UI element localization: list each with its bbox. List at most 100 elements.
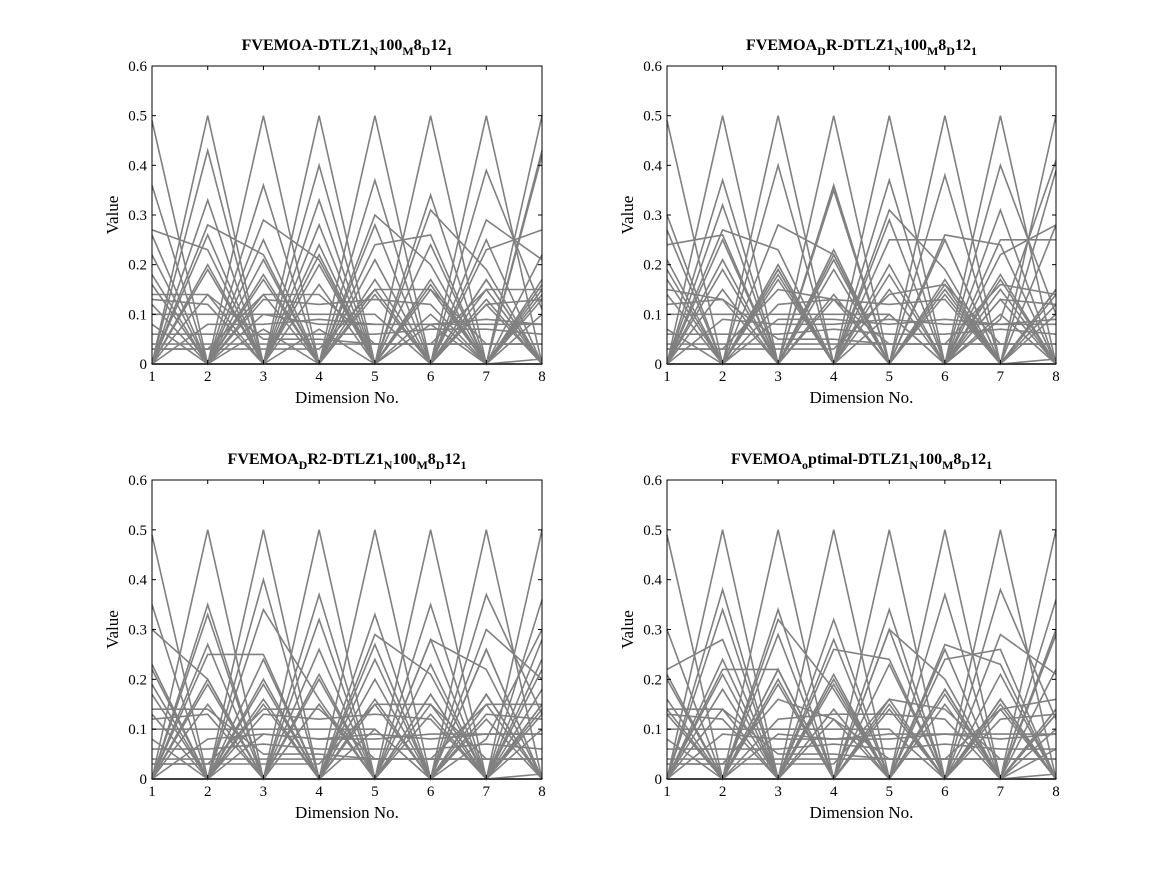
chart-2-x-tick-label-1: 1	[663, 369, 671, 385]
chart-1-x-tick-label-7: 7	[483, 369, 491, 385]
chart-4-x-tick-label-6: 6	[941, 784, 949, 800]
chart-3-x-tick-label-3: 3	[260, 784, 268, 800]
chart-1-y-tick-label-4: 0.4	[128, 158, 147, 174]
chart-3-y-tick-label-2: 0.2	[128, 672, 147, 688]
chart-1-y-tick-label-0: 0	[140, 357, 148, 373]
chart-4-title-part-2: o	[802, 458, 808, 472]
chart-3-title: FVEMOADR2-DTLZ1N100M8D121	[228, 451, 467, 472]
chart-2-title-part-8: D	[946, 44, 955, 58]
chart-3-series-line-44	[152, 713, 542, 780]
chart-1-series-line-37	[151, 318, 543, 365]
chart-1-title-part-7: 12	[430, 37, 446, 54]
chart-3-title-part-6: M	[416, 458, 427, 472]
chart-1-title-part-6: D	[422, 44, 431, 58]
chart-3-series-line-48	[152, 703, 542, 765]
chart-3-title-part-4: N	[384, 458, 393, 472]
chart-3-series-line-45	[152, 703, 542, 760]
chart-1-title-part-5: 8	[414, 37, 422, 54]
chart-3-y-tick-label-6: 0.6	[128, 473, 147, 489]
chart-4-x-tick-label-1: 1	[663, 784, 671, 800]
chart-4-title-part-1: FVEMOA	[731, 451, 803, 468]
chart-1-series-line-44	[152, 298, 542, 365]
chart-2-title-part-2: D	[817, 44, 826, 58]
chart-2-x-tick-label-5: 5	[886, 369, 894, 385]
chart-4-title-part-3: ptimal-DTLZ1	[808, 451, 909, 468]
chart-4-series-line-44	[667, 713, 1056, 780]
chart-2-series-line-44	[667, 298, 1056, 365]
chart-3-y-tick-label-5: 0.5	[128, 523, 147, 539]
chart-4-x-tick-label-8: 8	[1052, 784, 1060, 800]
chart-4-y-tick-label-4: 0.4	[643, 573, 662, 589]
chart-1-title: FVEMOA-DTLZ1N100M8D121	[242, 37, 453, 58]
chart-2-title-part-3: R-DTLZ1	[826, 37, 894, 54]
chart-2-y-tick-label-5: 0.5	[643, 109, 662, 125]
chart-1-series-line-38	[152, 328, 543, 336]
chart-4-y-tick-label-1: 0.1	[643, 722, 662, 738]
chart-3-x-axis-label: Dimension No.	[295, 803, 399, 822]
chart-4-title-part-10: 1	[986, 458, 992, 472]
chart-3-title-part-8: D	[436, 458, 445, 472]
chart-3-y-axis-label: Value	[103, 610, 122, 649]
chart-4-x-tick-label-4: 4	[830, 784, 838, 800]
chart-2-y-tick-label-4: 0.4	[643, 158, 662, 174]
chart-3-y-tick-label-4: 0.4	[128, 573, 147, 589]
chart-1-y-tick-label-5: 0.5	[128, 109, 147, 125]
chart-4-series-line-47	[667, 698, 1056, 765]
chart-4-x-axis-label: Dimension No.	[810, 803, 914, 822]
chart-1-x-tick-label-1: 1	[148, 369, 156, 385]
chart-1-x-axis-label: Dimension No.	[295, 388, 399, 407]
chart-3-x-tick-label-1: 1	[148, 784, 156, 800]
chart-2-x-tick-label-2: 2	[719, 369, 727, 385]
chart-1-y-tick-label-6: 0.6	[128, 59, 147, 75]
chart-4-title-part-9: 12	[970, 451, 986, 468]
chart-2-x-tick-label-3: 3	[774, 369, 782, 385]
chart-3-title-part-7: 8	[428, 451, 436, 468]
chart-4-x-tick-label-7: 7	[997, 784, 1005, 800]
chart-3-title-part-5: 100	[392, 451, 416, 468]
chart-1-title-part-8: 1	[446, 44, 452, 58]
chart-2-title-part-1: FVEMOA	[746, 37, 818, 54]
chart-4-series-line-37	[666, 733, 1057, 780]
chart-1-y-axis-label: Value	[103, 196, 122, 235]
chart-2-series-line-38	[667, 328, 1057, 336]
chart-3-title-part-9: 12	[444, 451, 460, 468]
chart-4-title-part-6: M	[942, 458, 953, 472]
chart-4-x-tick-label-2: 2	[719, 784, 727, 800]
chart-1-x-tick-label-4: 4	[315, 369, 323, 385]
chart-3-y-tick-label-1: 0.1	[128, 722, 147, 738]
chart-3-x-tick-label-7: 7	[483, 784, 491, 800]
chart-4-title-part-7: 8	[953, 451, 961, 468]
chart-3-title-part-3: R2-DTLZ1	[307, 451, 383, 468]
chart-3-x-tick-label-5: 5	[371, 784, 379, 800]
chart-4-x-tick-label-3: 3	[774, 784, 782, 800]
chart-4-title: FVEMOAoptimal-DTLZ1N100M8D121	[731, 451, 992, 472]
chart-2-y-tick-label-1: 0.1	[643, 307, 662, 323]
chart-1-title-part-1: FVEMOA-DTLZ1	[242, 37, 370, 54]
chart-2-title-part-9: 12	[955, 37, 971, 54]
chart-3-x-tick-label-8: 8	[538, 784, 546, 800]
chart-2-title-part-5: 100	[903, 37, 927, 54]
chart-2-title: FVEMOADR-DTLZ1N100M8D121	[746, 37, 977, 58]
chart-1-series-line-45	[152, 288, 542, 345]
chart-1-x-tick-label-2: 2	[204, 369, 212, 385]
chart-4-title-part-8: D	[961, 458, 970, 472]
chart-1-y-tick-label-3: 0.3	[128, 208, 147, 224]
chart-2-title-part-10: 1	[971, 44, 977, 58]
chart-2-series-line-29	[667, 273, 1057, 366]
chart-3-series-line-37	[151, 733, 542, 780]
chart-1-x-tick-label-5: 5	[371, 369, 379, 385]
chart-2-y-axis-label: Value	[618, 196, 637, 235]
chart-3-series-line-36	[151, 733, 542, 781]
chart-3-x-tick-label-4: 4	[315, 784, 323, 800]
chart-2-title-part-7: 8	[938, 37, 946, 54]
chart-4-y-tick-label-5: 0.5	[643, 523, 662, 539]
chart-3-y-tick-label-0: 0	[140, 772, 148, 788]
chart-2-y-tick-label-2: 0.2	[643, 258, 662, 274]
chart-1-x-tick-label-6: 6	[427, 369, 435, 385]
chart-4-y-tick-label-2: 0.2	[643, 672, 662, 688]
chart-4-title-part-4: N	[909, 458, 918, 472]
